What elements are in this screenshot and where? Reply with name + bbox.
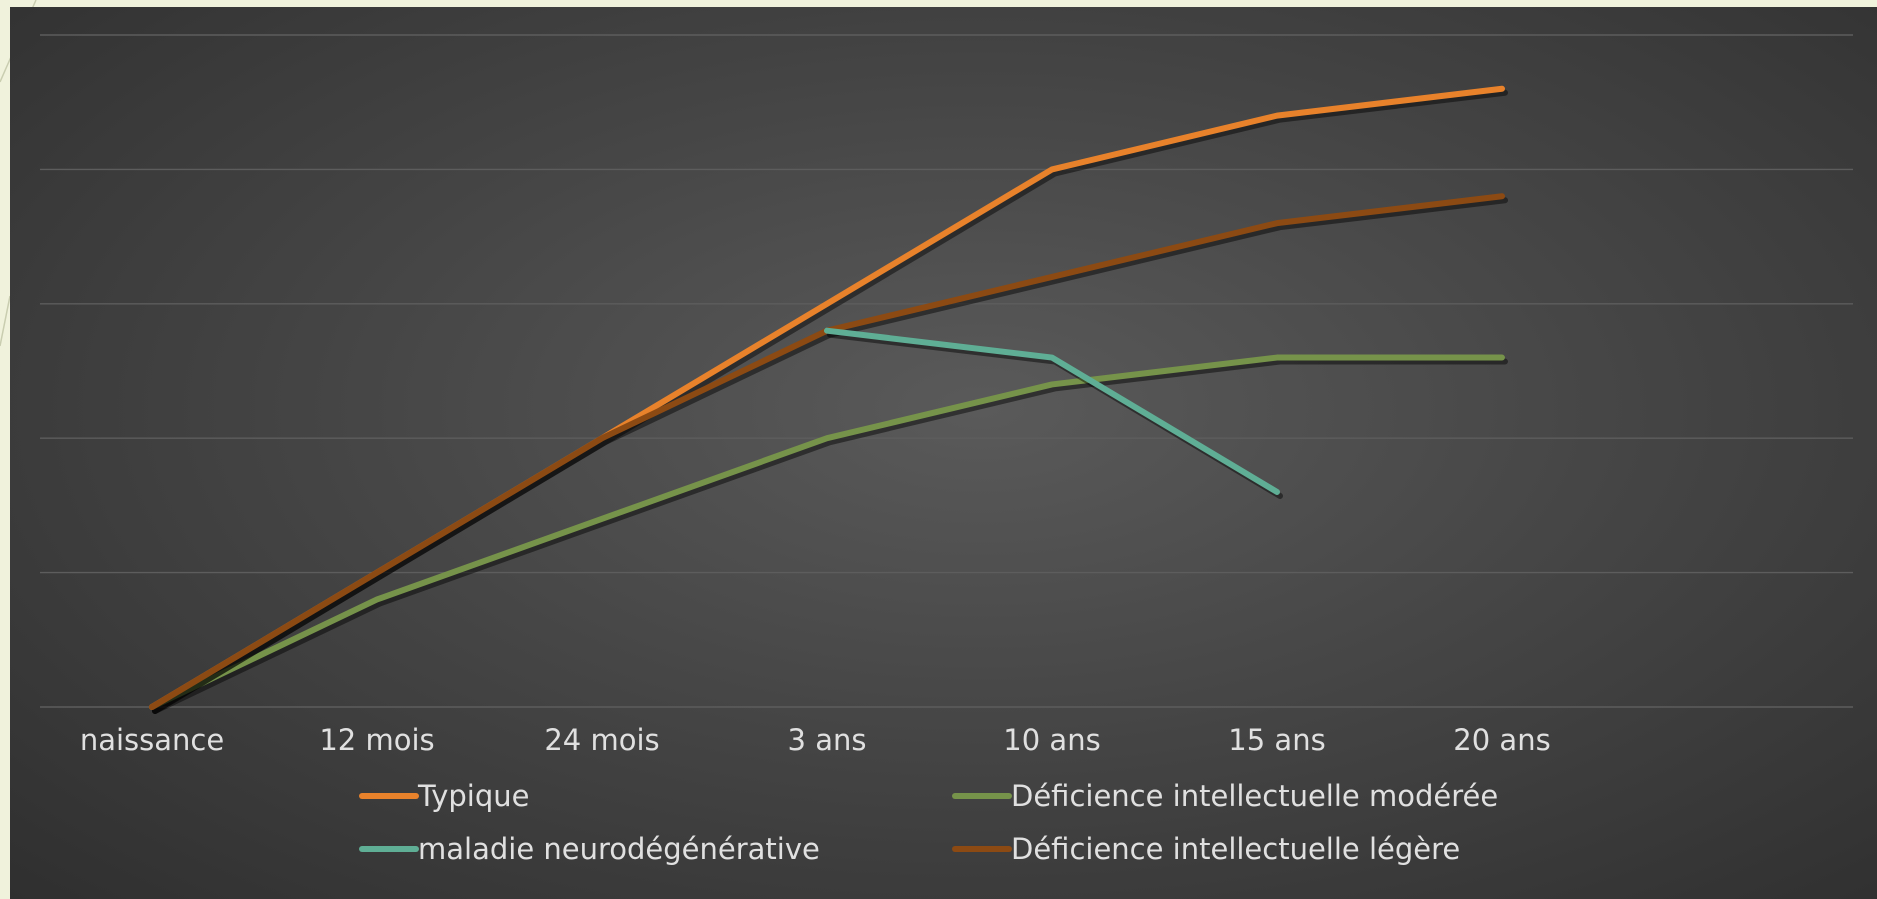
x-tick-label: 10 ans: [1003, 723, 1100, 757]
x-axis-ticks: naissance 12 mois 24 mois 3 ans 10 ans 15 ans…: [80, 723, 1551, 757]
legend-label: maladie neurodégénérative: [418, 832, 820, 866]
series-shadow: [152, 89, 1508, 714]
legend-label: Déficience intellectuelle légère: [1011, 832, 1460, 866]
x-tick-label: naissance: [80, 723, 224, 757]
series-shadow: [152, 358, 1508, 714]
x-tick-label: 15 ans: [1228, 723, 1325, 757]
series-line-1: [149, 354, 1505, 710]
series-line-2: [824, 327, 1280, 495]
series-line-3: [149, 193, 1505, 710]
legend-label: Déficience intellectuelle modérée: [1011, 779, 1498, 813]
legend: Typique Déficience intellectuelle modérée…: [359, 779, 1498, 866]
line-chart: naissance 12 mois 24 mois 3 ans 10 ans 15 ans…: [40, 34, 1853, 866]
x-tick-label: 3 ans: [788, 723, 867, 757]
legend-label: Typique: [417, 779, 529, 813]
x-tick-label: 24 mois: [544, 723, 659, 757]
gridlines: [40, 34, 1853, 708]
chart-panel: naissance 12 mois 24 mois 3 ans 10 ans 15 ans…: [10, 7, 1877, 899]
x-tick-label: 12 mois: [319, 723, 434, 757]
series-shadow: [152, 197, 1508, 714]
series-lines: [149, 85, 1508, 714]
x-tick-label: 20 ans: [1453, 723, 1550, 757]
